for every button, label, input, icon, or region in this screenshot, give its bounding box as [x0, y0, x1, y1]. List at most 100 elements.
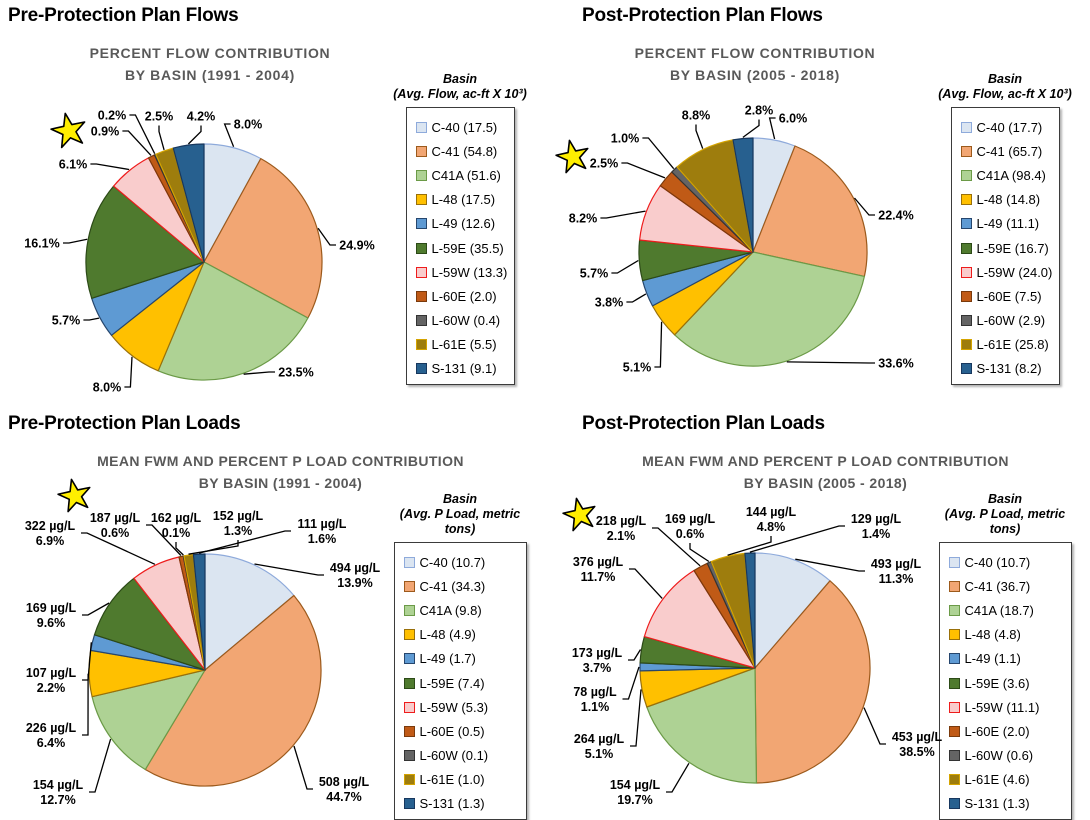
- pie-slice-C41A: [674, 251, 865, 367]
- slice-label-L-59E: 169 µg/L 9.6%: [26, 601, 77, 630]
- legend-swatch-L-60E: [960, 290, 972, 302]
- chart-post-protection-flows: Post-Protection Plan Flows PERCENT FLOW …: [545, 0, 1090, 408]
- label-leader-line-L-59E: [628, 649, 642, 661]
- legend-swatch-C-40: [415, 121, 427, 133]
- legend-label: L-48 (17.5): [431, 192, 496, 208]
- slice-label-percent: 3.7%: [583, 661, 612, 675]
- chart-title: PERCENT FLOW CONTRIBUTION BY BASIN (1991…: [0, 42, 420, 86]
- legend-swatch-L-59W: [403, 701, 415, 713]
- legend-label: L-49 (1.7): [419, 651, 476, 667]
- pie-slice-S-131: [744, 552, 756, 669]
- chart-title-line2: BY BASIN (2005 - 2018): [743, 475, 908, 491]
- slice-label-L-61E: 144 µg/L 4.8%: [746, 505, 797, 534]
- label-leader-line-C-40: [768, 117, 776, 140]
- label-leader-line-L-60W: [642, 137, 675, 170]
- chart-post-protection-loads: Post-Protection Plan Loads MEAN FWM AND …: [545, 408, 1090, 820]
- slice-label-L-49: 5.7%: [52, 314, 81, 328]
- legend-item-L-61E: L-61E (25.8): [960, 333, 1055, 357]
- legend-title: Basin (Avg. Flow, ac-ft X 10³): [930, 72, 1080, 102]
- pie-slice-S-131: [732, 137, 754, 253]
- legend-label: L-48 (4.9): [419, 627, 476, 643]
- label-leader-line-C-40: [223, 123, 235, 147]
- slice-label-percent: 1.1%: [581, 700, 610, 714]
- slice-label-C-41: 453 µg/L 38.5%: [892, 730, 943, 759]
- legend-item-S-131: S-131 (1.3): [403, 792, 522, 816]
- legend-swatch-L-49: [960, 218, 972, 230]
- legend-swatch-L-48: [403, 629, 415, 641]
- pie-slice-S-131: [172, 143, 205, 263]
- legend-box: C-40 (17.5) C-41 (54.8) C41A (51.6) L-48 (1…: [405, 107, 515, 386]
- slice-label-L-61E: 2.5%: [145, 110, 174, 124]
- legend-item-S-131: S-131 (9.1): [415, 357, 510, 381]
- chart-title-line2: BY BASIN (1991 - 2004): [125, 67, 295, 83]
- legend-label: S-131 (8.2): [976, 361, 1042, 377]
- pie-slice-S-131: [192, 553, 206, 671]
- slice-label-percent: 1.6%: [308, 532, 337, 546]
- legend-title-line2: (Avg. P Load, metric tons): [944, 507, 1066, 536]
- slice-label-C41A: 23.5%: [278, 366, 313, 380]
- slice-label-L-60E: 0.9%: [91, 125, 120, 139]
- legend-label: C-41 (54.8): [431, 143, 498, 159]
- slice-label-percent: 44.7%: [326, 790, 361, 804]
- slice-label-percent: 19.7%: [617, 793, 652, 807]
- slice-label-L-60W: 0.2%: [98, 109, 127, 123]
- label-leader-line-L-48: [630, 689, 642, 747]
- slice-label-percent: 0.6%: [101, 526, 130, 540]
- label-leader-line-L-59W: [90, 163, 130, 171]
- legend-label: S-131 (9.1): [431, 361, 497, 377]
- legend-label: L-60W (2.9): [976, 313, 1046, 329]
- legend-item-L-49: L-49 (12.6): [415, 212, 510, 236]
- legend-swatch-L-60E: [415, 290, 427, 302]
- slice-label-fwm: 169 µg/L: [26, 601, 77, 615]
- legend-item-C-40: C-40 (17.5): [415, 115, 510, 139]
- label-leader-line-C-40: [254, 563, 324, 576]
- slice-label-S-131: 111 µg/L 1.6%: [298, 517, 347, 546]
- legend-item-L-59E: L-59E (35.5): [415, 236, 510, 260]
- chart-title-line2: BY BASIN (2005 - 2018): [670, 67, 840, 83]
- legend-item-C41A: C41A (18.7): [948, 598, 1067, 622]
- chart-title: PERCENT FLOW CONTRIBUTION BY BASIN (2005…: [545, 42, 965, 86]
- chart-title-line2: BY BASIN (1991 - 2004): [198, 475, 363, 491]
- legend-swatch-L-59E: [948, 677, 960, 689]
- slice-label-L-60W: 162 µg/L 0.1%: [151, 511, 202, 540]
- legend-swatch-C-40: [960, 121, 972, 133]
- legend: Basin (Avg. P Load, metric tons) C-40 (1…: [930, 492, 1080, 820]
- slice-label-percent: 5.1%: [585, 747, 614, 761]
- slice-label-fwm: 78 µg/L: [573, 685, 617, 699]
- legend-item-L-60E: L-60E (2.0): [948, 719, 1067, 743]
- slice-label-C-40: 6.0%: [779, 112, 808, 126]
- legend-swatch-L-59W: [960, 266, 972, 278]
- slice-label-C41A: 154 µg/L 19.7%: [610, 778, 661, 807]
- legend-swatch-C41A: [403, 604, 415, 616]
- star-icon: [50, 112, 86, 149]
- slice-label-L-49: 107 µg/L 2.2%: [26, 666, 77, 695]
- legend-swatch-S-131: [960, 363, 972, 375]
- slice-label-fwm: 107 µg/L: [26, 666, 77, 680]
- legend-swatch-L-60E: [948, 725, 960, 737]
- legend-label: L-59W (11.1): [964, 699, 1040, 715]
- legend-label: S-131 (1.3): [964, 796, 1030, 812]
- section-heading: Post-Protection Plan Loads: [582, 413, 825, 434]
- legend-label: L-61E (5.5): [431, 337, 497, 353]
- legend-title-line1: Basin: [987, 72, 1023, 86]
- pie-slice-C-40: [204, 553, 295, 671]
- label-leader-line-L-49: [626, 293, 647, 303]
- legend-label: L-59E (7.4): [419, 675, 485, 691]
- slice-label-percent: 12.7%: [40, 793, 75, 807]
- slice-label-C-40: 493 µg/L 11.3%: [871, 557, 922, 586]
- legend-label: L-61E (4.6): [964, 772, 1030, 788]
- legend-item-C-41: C-41 (36.7): [948, 574, 1067, 598]
- slice-label-fwm: 376 µg/L: [573, 555, 624, 569]
- star-icon: [57, 478, 91, 513]
- slice-label-L-59E: 5.7%: [580, 267, 609, 281]
- legend-swatch-L-61E: [415, 339, 427, 351]
- pie-slice-C-41: [203, 158, 323, 319]
- slice-label-percent: 38.5%: [899, 745, 934, 759]
- label-leader-line-S-131: [187, 125, 202, 145]
- legend-label: L-59E (16.7): [976, 240, 1049, 256]
- legend-item-L-59E: L-59E (7.4): [403, 671, 522, 695]
- slice-label-percent: 4.8%: [757, 520, 786, 534]
- legend-item-C41A: C41A (51.6): [415, 163, 510, 187]
- pie-slice-C41A: [91, 669, 206, 771]
- legend-swatch-C-41: [403, 580, 415, 592]
